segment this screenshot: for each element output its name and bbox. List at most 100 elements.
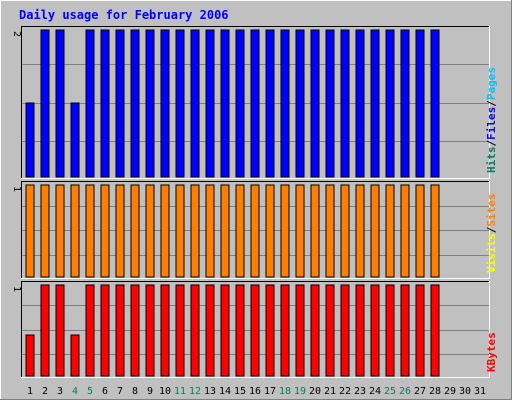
x-axis-label-day-21: 21 xyxy=(324,386,336,397)
x-axis-label-day-3: 3 xyxy=(57,386,63,397)
bar-files-day-14 xyxy=(220,29,230,178)
x-axis-label-day-11: 11 xyxy=(174,386,186,397)
bar-files-day-4 xyxy=(70,102,80,178)
x-axis-label-day-12: 12 xyxy=(189,386,201,397)
bar-sites-day-15 xyxy=(235,184,245,278)
x-axis-label-day-25: 25 xyxy=(384,386,396,397)
bar-sites-day-21 xyxy=(325,184,335,278)
bar-files-day-22 xyxy=(340,29,350,178)
bar-files-day-7 xyxy=(115,29,125,178)
bar-sites-day-3 xyxy=(55,184,65,278)
bar-kbytes-day-7 xyxy=(115,284,125,377)
bar-files-day-5 xyxy=(85,29,95,178)
bar-files-day-12 xyxy=(190,29,200,178)
panel-visits-sites: 1 Visits/Sites xyxy=(11,181,498,279)
bar-kbytes-day-17 xyxy=(265,284,275,377)
bar-sites-day-16 xyxy=(250,184,260,278)
bar-files-day-28 xyxy=(430,29,440,178)
bar-kbytes-day-10 xyxy=(160,284,170,377)
bar-kbytes-day-27 xyxy=(415,284,425,377)
bar-kbytes-day-21 xyxy=(325,284,335,377)
bar-sites-day-25 xyxy=(385,184,395,278)
bar-kbytes-day-8 xyxy=(130,284,140,377)
x-axis-label-day-15: 15 xyxy=(234,386,246,397)
x-axis-label-day-14: 14 xyxy=(219,386,231,397)
x-axis-label-day-1: 1 xyxy=(27,386,33,397)
panel-legend: Hits/Files/Pages xyxy=(485,67,498,173)
bar-sites-day-8 xyxy=(130,184,140,278)
bar-files-day-25 xyxy=(385,29,395,178)
bar-kbytes-day-28 xyxy=(430,284,440,377)
bar-files-day-26 xyxy=(400,29,410,178)
bar-sites-day-20 xyxy=(310,184,320,278)
x-axis-label-day-13: 13 xyxy=(204,386,216,397)
bar-sites-day-2 xyxy=(40,184,50,278)
chart-title: Daily usage for February 2006 xyxy=(19,8,229,22)
panel-kbytes: 1 KBytes xyxy=(11,281,498,378)
bar-files-day-1 xyxy=(25,102,35,178)
legend-item-/: / xyxy=(485,226,498,233)
bar-sites-day-10 xyxy=(160,184,170,278)
bar-sites-day-13 xyxy=(205,184,215,278)
bar-files-day-17 xyxy=(265,29,275,178)
bar-kbytes-day-16 xyxy=(250,284,260,377)
bar-files-day-6 xyxy=(100,29,110,178)
legend-item-sites: Sites xyxy=(485,194,498,227)
y-axis-tick-label: 2 xyxy=(11,31,22,37)
x-axis-labels: 1 2 3 4 5 6 7 8 9 10 11 12 13 14 15 16 17 18 19 20 21 22 23 24 2… xyxy=(27,386,486,397)
bar-sites-day-5 xyxy=(85,184,95,278)
bar-files-day-23 xyxy=(355,29,365,178)
bar-kbytes-day-3 xyxy=(55,284,65,377)
x-axis-label-day-7: 7 xyxy=(117,386,123,397)
bar-kbytes-day-20 xyxy=(310,284,320,377)
bar-files-day-9 xyxy=(145,29,155,178)
x-axis-label-day-27: 27 xyxy=(414,386,426,397)
bar-sites-day-24 xyxy=(370,184,380,278)
bar-kbytes-day-4 xyxy=(70,334,80,377)
x-axis-label-day-5: 5 xyxy=(87,386,93,397)
bar-kbytes-day-14 xyxy=(220,284,230,377)
bar-kbytes-day-18 xyxy=(280,284,290,377)
bar-kbytes-day-1 xyxy=(25,334,35,377)
bar-sites-day-4 xyxy=(70,184,80,278)
x-axis-label-day-23: 23 xyxy=(354,386,366,397)
bar-files-day-16 xyxy=(250,29,260,178)
bar-sites-day-22 xyxy=(340,184,350,278)
bar-kbytes-day-22 xyxy=(340,284,350,377)
x-axis-label-day-6: 6 xyxy=(102,386,108,397)
x-axis-label-day-26: 26 xyxy=(399,386,411,397)
bar-sites-day-9 xyxy=(145,184,155,278)
bar-kbytes-day-2 xyxy=(40,284,50,377)
legend-item-kbytes: KBytes xyxy=(485,332,498,372)
x-axis-label-day-9: 9 xyxy=(147,386,153,397)
bar-files-day-2 xyxy=(40,29,50,178)
legend-item-visits: Visits xyxy=(485,233,498,273)
bar-sites-day-18 xyxy=(280,184,290,278)
bar-sites-day-1 xyxy=(25,184,35,278)
x-axis-label-day-18: 18 xyxy=(279,386,291,397)
bar-files-day-19 xyxy=(295,29,305,178)
bar-files-day-24 xyxy=(370,29,380,178)
bar-files-day-11 xyxy=(175,29,185,178)
bar-kbytes-day-26 xyxy=(400,284,410,377)
y-axis-tick-label: 1 xyxy=(11,286,22,292)
bar-sites-day-14 xyxy=(220,184,230,278)
x-axis-label-day-8: 8 xyxy=(132,386,138,397)
bar-kbytes-day-6 xyxy=(100,284,110,377)
x-axis-label-day-31: 31 xyxy=(474,386,486,397)
bar-sites-day-28 xyxy=(430,184,440,278)
x-axis-label-day-22: 22 xyxy=(339,386,351,397)
bar-files-day-15 xyxy=(235,29,245,178)
x-axis-label-day-10: 10 xyxy=(159,386,171,397)
x-axis-label-day-4: 4 xyxy=(72,386,78,397)
legend-item-pages: Pages xyxy=(485,67,498,100)
x-axis-label-day-28: 28 xyxy=(429,386,441,397)
bar-sites-day-27 xyxy=(415,184,425,278)
bar-files-day-3 xyxy=(55,29,65,178)
bar-files-day-18 xyxy=(280,29,290,178)
panel-legend: Visits/Sites xyxy=(485,194,498,274)
bar-files-day-27 xyxy=(415,29,425,178)
x-axis-label-day-24: 24 xyxy=(369,386,381,397)
bar-files-day-20 xyxy=(310,29,320,178)
